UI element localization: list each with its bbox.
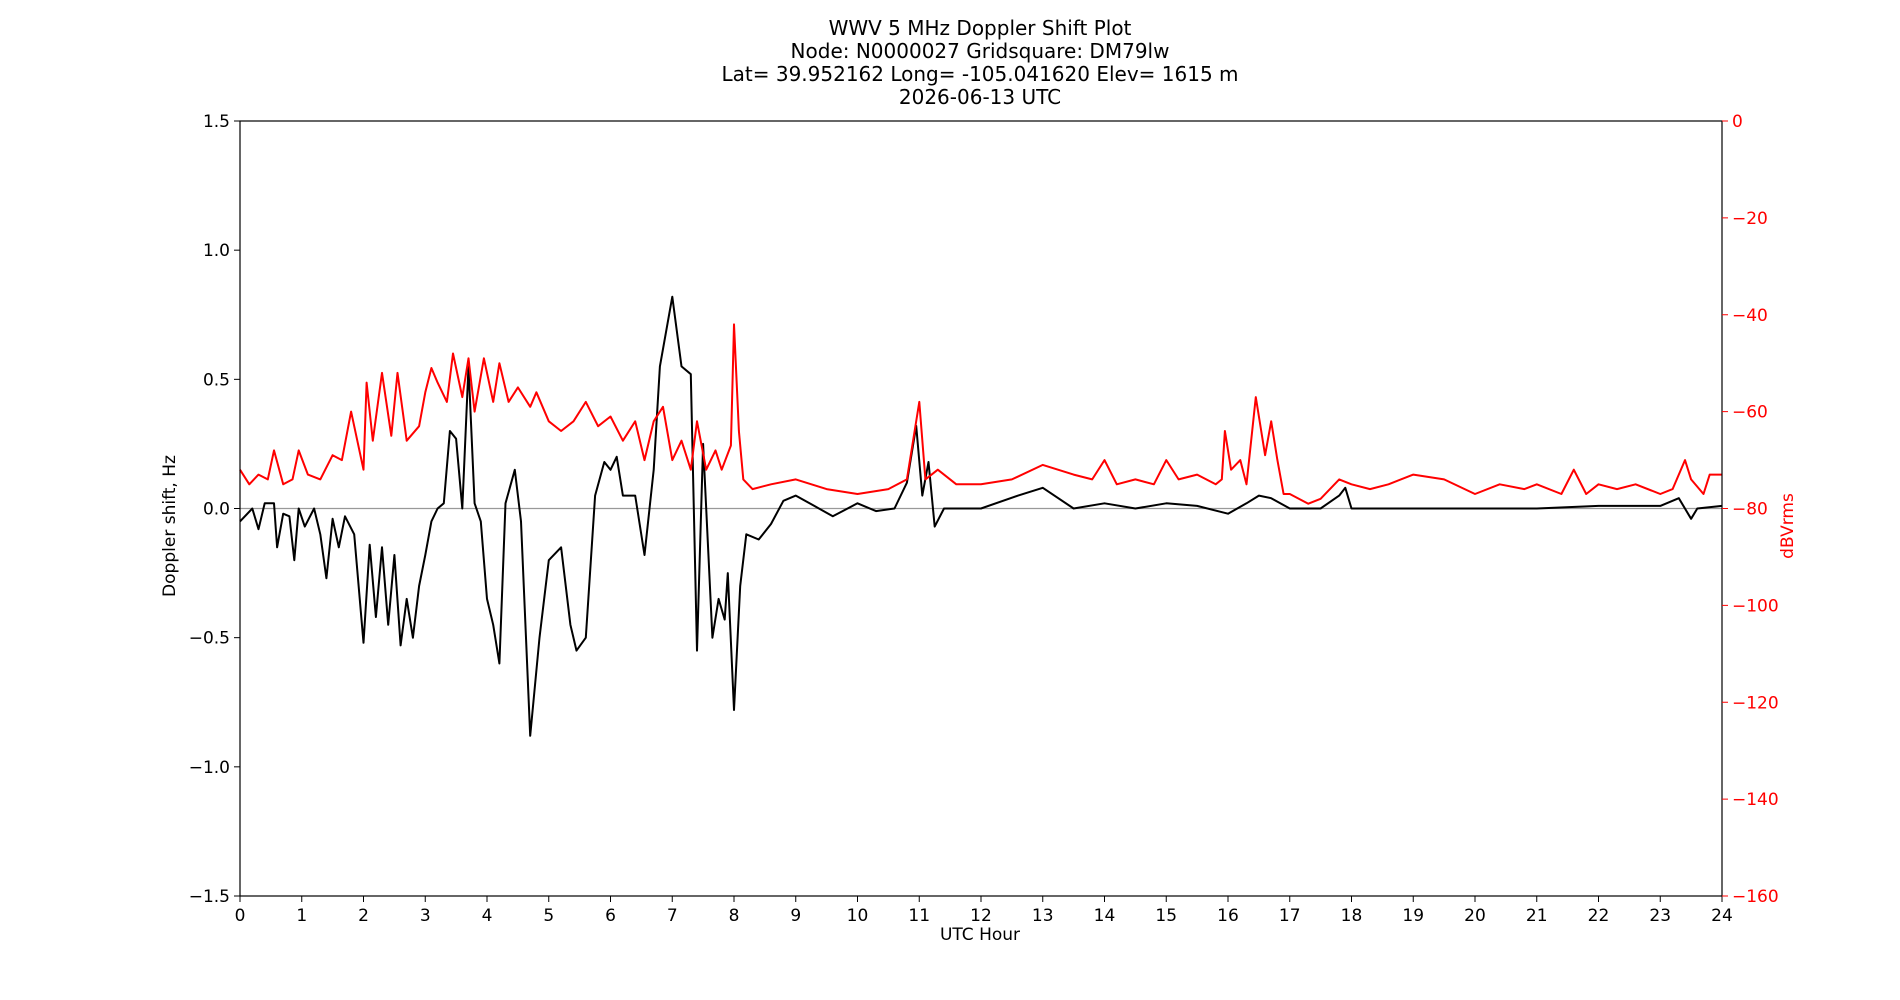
title-line-2: Node: N0000027 Gridsquare: DM79lw xyxy=(791,39,1170,63)
x-tick-label: 11 xyxy=(908,906,930,926)
x-tick-label: 6 xyxy=(605,906,616,926)
y-tick-label-left: 0.0 xyxy=(203,500,230,520)
x-tick-label: 14 xyxy=(1094,906,1116,926)
x-tick-label: 22 xyxy=(1588,906,1610,926)
y-tick-label-left: 0.5 xyxy=(203,370,230,390)
y-tick-label-right: −20 xyxy=(1732,209,1768,229)
x-tick-label: 4 xyxy=(482,906,493,926)
x-tick-label: 2 xyxy=(358,906,369,926)
y-axis-label-right: dBVrms xyxy=(1778,493,1798,559)
x-tick-label: 7 xyxy=(667,906,678,926)
x-tick-label: 24 xyxy=(1711,906,1733,926)
title-line-4: 2026-06-13 UTC xyxy=(899,85,1061,109)
x-tick-label: 23 xyxy=(1649,906,1671,926)
y-tick-label-left: 1.5 xyxy=(203,112,230,132)
x-tick-label: 0 xyxy=(235,906,246,926)
y-tick-label-right: −140 xyxy=(1732,790,1779,810)
x-axis-label: UTC Hour xyxy=(940,925,1020,945)
y-axis-label-left: Doppler shift, Hz xyxy=(160,455,180,597)
x-tick-label: 9 xyxy=(790,906,801,926)
x-tick-label: 5 xyxy=(543,906,554,926)
x-tick-label: 1 xyxy=(296,906,307,926)
x-tick-label: 10 xyxy=(847,906,869,926)
y-tick-label-right: 0 xyxy=(1732,112,1743,132)
x-tick-label: 16 xyxy=(1217,906,1239,926)
y-tick-label-left: −1.0 xyxy=(189,758,230,778)
x-tick-label: 8 xyxy=(729,906,740,926)
y-tick-label-right: −120 xyxy=(1732,693,1779,713)
y-tick-label-left: 1.0 xyxy=(203,241,230,261)
y-tick-label-left: −0.5 xyxy=(189,629,230,649)
x-tick-label: 17 xyxy=(1279,906,1301,926)
y-tick-label-right: −60 xyxy=(1732,403,1768,423)
title-line-3: Lat= 39.952162 Long= -105.041620 Elev= 1… xyxy=(721,62,1238,86)
power-series-line xyxy=(239,323,1722,505)
y-tick-label-right: −40 xyxy=(1732,306,1768,326)
x-tick-label: 3 xyxy=(420,906,431,926)
x-tick-label: 13 xyxy=(1032,906,1054,926)
y-tick-label-right: −80 xyxy=(1732,500,1768,520)
doppler-series-line xyxy=(239,295,1723,737)
x-tick-label: 20 xyxy=(1464,906,1486,926)
y-tick-label-right: −160 xyxy=(1732,887,1779,907)
x-tick-label: 21 xyxy=(1526,906,1548,926)
x-tick-label: 19 xyxy=(1402,906,1424,926)
y-tick-label-right: −100 xyxy=(1732,596,1779,616)
x-tick-label: 15 xyxy=(1155,906,1177,926)
chart-title: WWV 5 MHz Doppler Shift Plot Node: N0000… xyxy=(721,16,1238,109)
title-line-1: WWV 5 MHz Doppler Shift Plot xyxy=(829,16,1132,40)
plot-area: 0 1 2 3 4 5 6 7 8 9 10 11 12 13 14 15 16 17 18 19 20 21 22 23 24… xyxy=(189,112,1779,926)
y-tick-label-left: −1.5 xyxy=(189,887,230,907)
x-tick-label: 18 xyxy=(1341,906,1363,926)
x-tick-label: 12 xyxy=(970,906,992,926)
